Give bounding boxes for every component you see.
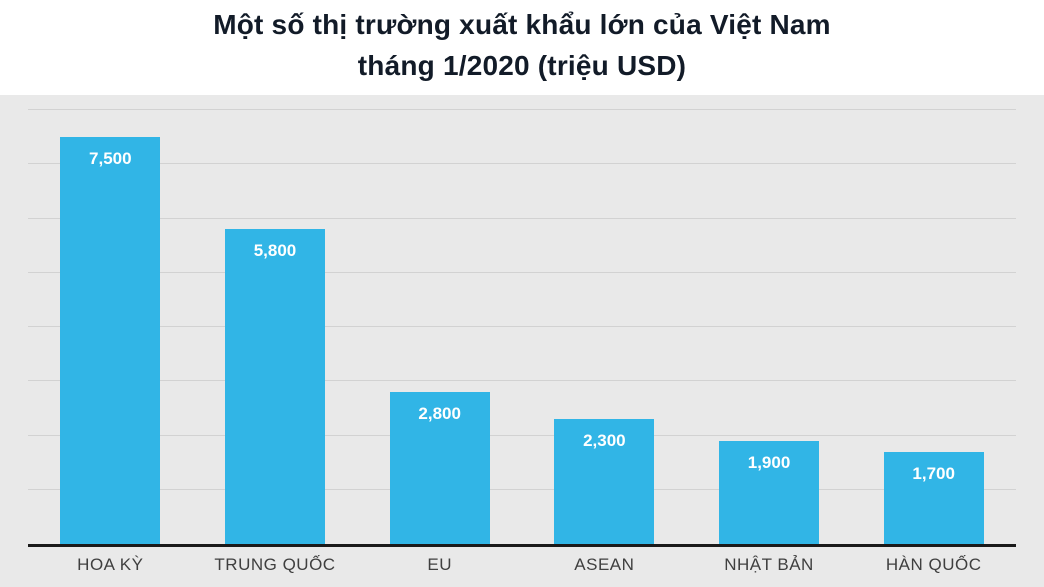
bar-value-label: 1,700 (912, 464, 955, 483)
category-label: EU (427, 555, 452, 574)
plot-area: 7,500 5,800 2,800 2,300 1,900 1,700 (0, 95, 1044, 547)
bar-column: 2,800 (357, 95, 522, 544)
bar[interactable]: 7,500 (60, 137, 161, 544)
chart-title-line2: tháng 1/2020 (triệu USD) (357, 50, 687, 81)
gridline (28, 163, 1016, 165)
category-label: HÀN QUỐC (885, 555, 982, 574)
bar[interactable]: 5,800 (225, 229, 325, 544)
bar[interactable]: 1,900 (719, 441, 820, 544)
gridlines (28, 95, 1016, 544)
bar[interactable]: 2,300 (554, 419, 655, 544)
gridline (28, 434, 1016, 436)
category-label: TRUNG QUỐC (214, 555, 336, 574)
gridline (28, 380, 1016, 382)
bar-value-label: 7,500 (89, 149, 132, 168)
category-label: HOA KỲ (77, 555, 144, 574)
bar-value-label: 5,800 (253, 241, 297, 260)
bar-column: 7,500 (28, 95, 193, 544)
x-axis-line (28, 544, 1016, 547)
gridline (28, 109, 1016, 110)
gridline (28, 326, 1016, 327)
bar[interactable]: 2,800 (389, 392, 490, 544)
bar-column: 5,800 (193, 95, 358, 544)
bar-column: 1,900 (687, 95, 852, 544)
category-label: NHẬT BẢN (724, 555, 814, 574)
chart-title-line1: Một số thị trường xuất khẩu lớn của Việt… (213, 9, 831, 40)
bar-column: 2,300 (522, 95, 687, 544)
gridline (28, 488, 1016, 490)
chart-title: Một số thị trường xuất khẩu lớn của Việt… (0, 0, 1044, 95)
bar-column: 1,700 (851, 95, 1016, 544)
category-axis: HOA KỲ TRUNG QUỐC EU ASEAN NHẬT BẢN HÀN QUỐC (0, 547, 1044, 587)
bars: 7,500 5,800 2,800 2,300 1,900 1,700 (28, 95, 1016, 544)
gridline (28, 217, 1016, 219)
gridline (28, 271, 1016, 273)
bar-value-label: 2,800 (418, 404, 461, 423)
bar-value-label: 2,300 (583, 431, 626, 450)
bar-value-label: 1,900 (747, 453, 791, 472)
category-label: ASEAN (574, 555, 635, 574)
plot-inner: 7,500 5,800 2,800 2,300 1,900 1,700 (28, 95, 1016, 544)
bar[interactable]: 1,700 (883, 452, 984, 544)
